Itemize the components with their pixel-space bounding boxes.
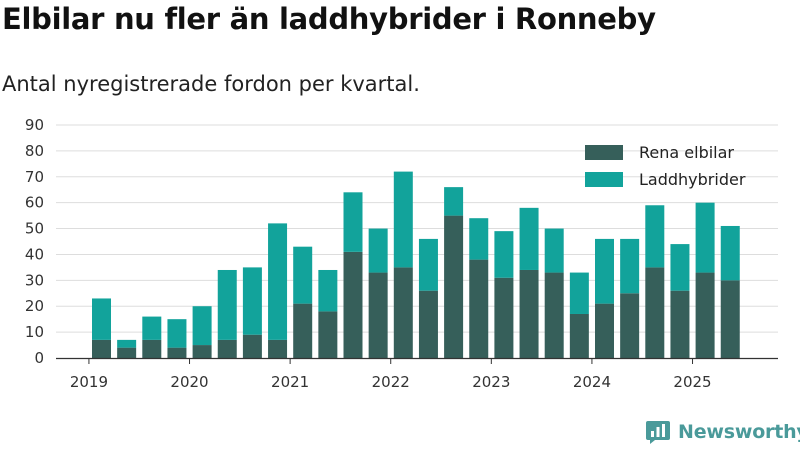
bar-laddhybrider <box>620 238 640 294</box>
legend-label-laddhybrider: Laddhybrider <box>639 170 746 189</box>
bar-rena-elbilar <box>494 277 514 358</box>
chart-subtitle: Antal nyregistrerade fordon per kvartal. <box>2 72 420 96</box>
x-tick-label: 2022 <box>372 373 410 391</box>
bar-rena-elbilar <box>217 339 237 358</box>
bar-rena-elbilar <box>519 269 539 358</box>
bar-rena-elbilar <box>268 339 288 358</box>
bar-laddhybrider <box>469 218 489 260</box>
bar-rena-elbilar <box>242 334 262 358</box>
bar-rena-elbilar <box>720 280 740 358</box>
bar-laddhybrider <box>318 269 338 312</box>
bar-laddhybrider <box>117 339 137 348</box>
bar-laddhybrider <box>142 316 162 340</box>
bar-laddhybrider <box>192 306 212 346</box>
bar-rena-elbilar <box>595 303 614 358</box>
bar-rena-elbilar <box>569 313 589 358</box>
y-tick-label: 70 <box>25 168 44 186</box>
x-tick-label: 2024 <box>573 373 611 391</box>
y-tick-label: 20 <box>25 297 44 315</box>
bar-rena-elbilar <box>167 347 187 358</box>
legend-swatch-rena-elbilar <box>585 145 623 160</box>
bar-laddhybrider <box>720 225 740 281</box>
bar-laddhybrider <box>494 231 514 278</box>
bar-laddhybrider <box>645 205 665 268</box>
y-tick-label: 0 <box>34 349 44 367</box>
axes: 0 10 20 30 40 50 60 70 80 90 2019 2020 2021 2022 2023 2… <box>25 116 778 391</box>
bar-rena-elbilar <box>368 272 388 358</box>
newsworthy-logo-icon <box>646 421 670 444</box>
x-tick-label: 2023 <box>472 373 510 391</box>
bar-rena-elbilar <box>645 267 665 358</box>
y-tick-label: 80 <box>25 142 44 160</box>
y-tick-label: 50 <box>25 220 44 238</box>
bar-rena-elbilar <box>92 339 111 358</box>
bar-laddhybrider <box>444 187 464 216</box>
legend-label-rena-elbilar: Rena elbilar <box>639 143 734 162</box>
bar-rena-elbilar <box>318 311 338 358</box>
bar-rena-elbilar <box>444 215 464 358</box>
bar-laddhybrider <box>695 202 715 273</box>
stacked-bar-chart: 0 10 20 30 40 50 60 70 80 90 2019 2020 2021 2022 2023 2… <box>25 116 778 391</box>
bar-laddhybrider <box>167 319 187 348</box>
bar-rena-elbilar <box>393 267 413 358</box>
bar-laddhybrider <box>544 228 564 273</box>
bar-laddhybrider <box>92 298 111 340</box>
bars <box>92 171 740 358</box>
bar-rena-elbilar <box>117 347 137 358</box>
bar-rena-elbilar <box>695 272 715 358</box>
y-tick-label: 40 <box>25 245 44 263</box>
bar-laddhybrider <box>418 238 438 291</box>
y-tick-label: 30 <box>25 271 44 289</box>
chart-title: Elbilar nu fler än laddhybrider i Ronneb… <box>2 2 656 36</box>
brand-logo: Newsworthy <box>645 419 800 445</box>
y-tick-label: 60 <box>25 194 44 212</box>
bar-laddhybrider <box>670 244 690 291</box>
x-tick-label: 2019 <box>70 373 108 391</box>
bar-rena-elbilar <box>293 303 313 358</box>
bar-laddhybrider <box>519 207 539 270</box>
x-tick-label: 2025 <box>673 373 711 391</box>
legend: Rena elbilar Laddhybrider <box>585 143 746 189</box>
bar-laddhybrider <box>268 223 288 340</box>
bar-rena-elbilar <box>142 339 162 358</box>
bar-laddhybrider <box>368 228 388 273</box>
bar-laddhybrider <box>393 171 413 268</box>
bar-laddhybrider <box>343 192 363 252</box>
bar-rena-elbilar <box>192 345 212 358</box>
x-tick-label: 2021 <box>271 373 309 391</box>
y-tick-label: 10 <box>25 323 44 341</box>
bar-laddhybrider <box>293 246 313 304</box>
x-tick-label: 2020 <box>170 373 208 391</box>
bar-rena-elbilar <box>343 251 363 358</box>
bar-rena-elbilar <box>469 259 489 358</box>
brand-name: Newsworthy <box>678 421 800 443</box>
y-tick-label: 90 <box>25 116 44 134</box>
bar-rena-elbilar <box>620 293 640 358</box>
bar-rena-elbilar <box>544 272 564 358</box>
bar-rena-elbilar <box>670 290 690 358</box>
bar-laddhybrider <box>242 267 262 335</box>
bar-laddhybrider <box>595 238 614 304</box>
bar-rena-elbilar <box>418 290 438 358</box>
bar-laddhybrider <box>569 272 589 314</box>
legend-swatch-laddhybrider <box>585 172 623 187</box>
bar-laddhybrider <box>217 269 237 340</box>
